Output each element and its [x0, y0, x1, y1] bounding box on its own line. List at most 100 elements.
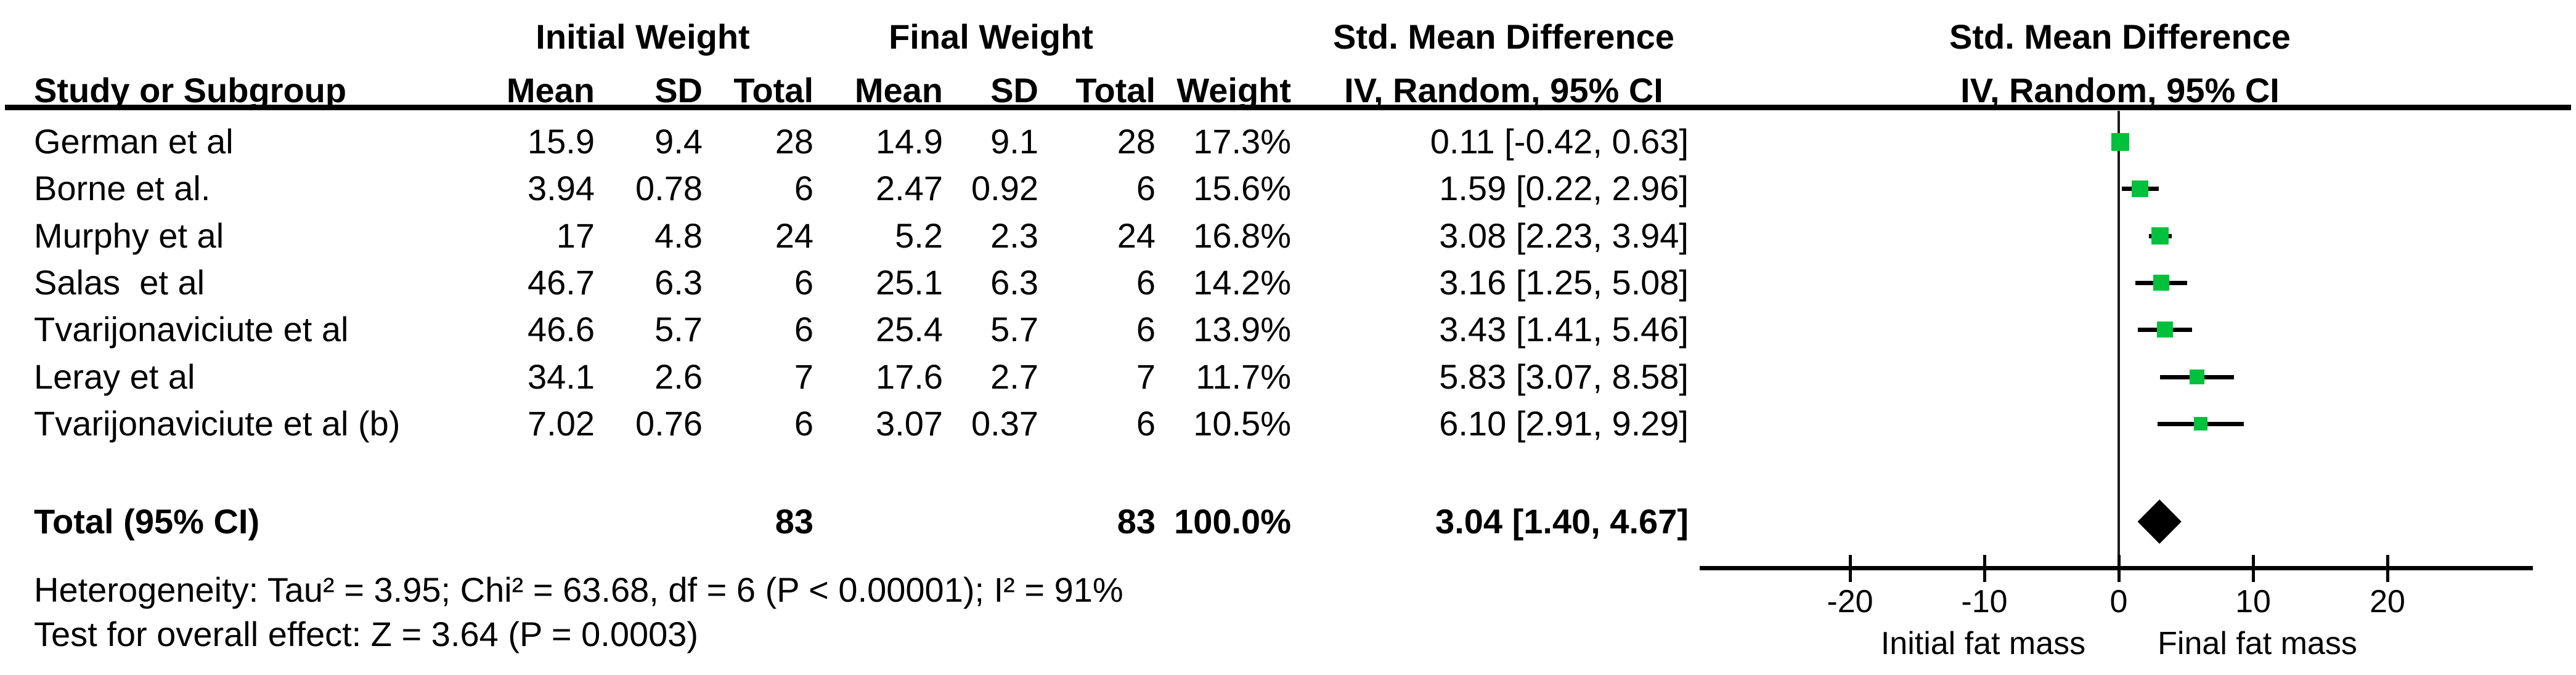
study-row: Tvarijonaviciute et al (b) 7.02 0.76 6 3… — [0, 402, 2576, 445]
final-total-column-header: Total — [1075, 71, 1156, 110]
smd-ci-value: 3.16 [1.25, 5.08] — [1439, 263, 1689, 302]
axis-label-right: Final fat mass — [2158, 626, 2357, 661]
final-sd-value: 5.7 — [990, 310, 1038, 349]
final-mean-value: 5.2 — [895, 216, 943, 255]
final-total-value: 24 — [1117, 216, 1156, 255]
final-mean-value: 14.9 — [876, 122, 943, 161]
initial-sd-column-header: SD — [654, 71, 703, 110]
study-name: Salas et al — [34, 263, 205, 302]
initial-mean-value: 46.6 — [528, 310, 595, 349]
header-divider-line — [5, 105, 2571, 110]
effect-square — [2193, 417, 2207, 430]
initial-mean-value: 34.1 — [528, 357, 595, 396]
initial-total-value: 6 — [794, 169, 813, 208]
final-total-value: 7 — [1136, 357, 1156, 396]
heterogeneity-stats: Heterogeneity: Tau² = 3.95; Chi² = 63.68… — [34, 570, 1123, 609]
axis-tick-label: -10 — [1961, 584, 2008, 620]
initial-total-value: 6 — [794, 404, 813, 443]
weight-value: 11.7% — [1196, 357, 1291, 396]
final-total-value: 28 — [1117, 122, 1156, 161]
summary-diamond — [2137, 499, 2182, 544]
weight-value: 13.9% — [1193, 310, 1291, 349]
effect-square — [2190, 370, 2205, 384]
final-total-value: 6 — [1136, 404, 1156, 443]
weight-value: 10.5% — [1193, 404, 1291, 443]
axis-tick-label: 0 — [2109, 584, 2128, 620]
initial-mean-value: 46.7 — [528, 263, 595, 302]
final-sd-value: 0.92 — [971, 169, 1038, 208]
smd-ci-value: 3.43 [1.41, 5.46] — [1439, 310, 1689, 349]
final-sd-value: 2.3 — [990, 216, 1038, 255]
initial-sd-value: 4.8 — [654, 216, 703, 255]
final-sd-value: 6.3 — [990, 263, 1038, 302]
weight-value: 16.8% — [1193, 216, 1291, 255]
overall-effect-test: Test for overall effect: Z = 3.64 (P = 0… — [34, 615, 699, 653]
axis-tick — [1849, 555, 1852, 582]
study-row: Salas et al 46.7 6.3 6 25.1 6.3 6 14.2% … — [0, 261, 2576, 304]
smd-table-column-header: Std. Mean Difference — [1333, 17, 1674, 56]
final-mean-value: 3.07 — [876, 404, 943, 443]
initial-total-value: 24 — [775, 216, 813, 255]
smd-ci-value: 1.59 [0.22, 2.96] — [1439, 169, 1689, 208]
study-name: Murphy et al — [34, 216, 224, 255]
effect-square — [2132, 180, 2149, 197]
initial-total-value: 28 — [775, 122, 813, 161]
initial-mean-value: 7.02 — [528, 404, 595, 443]
weight-value: 17.3% — [1193, 122, 1291, 161]
initial-sd-value: 2.6 — [654, 357, 703, 396]
x-axis-line — [1700, 566, 2533, 570]
smd-plot-column-header: Std. Mean Difference — [1949, 17, 2291, 56]
weight-column-header: Weight — [1176, 71, 1291, 110]
total-final-total: 83 — [1117, 502, 1156, 541]
final-total-value: 6 — [1136, 263, 1156, 302]
effect-square — [2156, 321, 2173, 338]
final-total-value: 6 — [1136, 169, 1156, 208]
study-row: Tvarijonaviciute et al 46.6 5.7 6 25.4 5… — [0, 308, 2576, 351]
smd-ci-value: 0.11 [-0.42, 0.63] — [1430, 122, 1689, 161]
study-row: Murphy et al 17 4.8 24 5.2 2.3 24 16.8% … — [0, 214, 2576, 257]
weight-value: 14.2% — [1193, 263, 1291, 302]
initial-mean-value: 15.9 — [528, 122, 595, 161]
final-sd-value: 0.37 — [971, 404, 1038, 443]
total-row-label: Total (95% CI) — [34, 502, 260, 541]
study-name: Borne et al. — [34, 169, 211, 208]
final-sd-value: 2.7 — [990, 357, 1038, 396]
final-mean-value: 25.1 — [876, 263, 943, 302]
final-mean-value: 2.47 — [876, 169, 943, 208]
axis-tick — [1983, 555, 1986, 582]
axis-label-left: Initial fat mass — [1880, 626, 2086, 661]
initial-sd-value: 0.76 — [635, 404, 703, 443]
initial-total-value: 6 — [794, 263, 813, 302]
weight-value: 15.6% — [1193, 169, 1291, 208]
axis-tick — [2117, 555, 2121, 582]
axis-tick — [2252, 555, 2255, 582]
final-mean-value: 25.4 — [876, 310, 943, 349]
iv-random-plot-header: IV, Random, 95% CI — [1960, 71, 2280, 110]
study-name: Tvarijonaviciute et al — [34, 310, 349, 349]
final-sd-value: 9.1 — [990, 122, 1038, 161]
smd-ci-value: 5.83 [3.07, 8.58] — [1439, 357, 1689, 396]
initial-mean-column-header: Mean — [506, 71, 595, 110]
initial-mean-value: 3.94 — [528, 169, 595, 208]
iv-random-table-header: IV, Random, 95% CI — [1344, 71, 1663, 110]
axis-tick — [2386, 555, 2389, 582]
initial-sd-value: 6.3 — [654, 263, 703, 302]
total-smd-ci: 3.04 [1.40, 4.67] — [1435, 502, 1689, 541]
axis-tick-label: -20 — [1827, 584, 1873, 620]
effect-square — [2153, 275, 2169, 291]
effect-square — [2111, 132, 2129, 151]
initial-sd-value: 0.78 — [635, 169, 703, 208]
total-initial-total: 83 — [775, 502, 813, 541]
initial-sd-value: 9.4 — [654, 122, 703, 161]
study-row: Borne et al. 3.94 0.78 6 2.47 0.92 6 15.… — [0, 167, 2576, 210]
initial-mean-value: 17 — [556, 216, 595, 255]
axis-tick-label: 10 — [2235, 584, 2271, 620]
initial-total-column-header: Total — [733, 71, 813, 110]
study-row: Leray et al 34.1 2.6 7 17.6 2.7 7 11.7% … — [0, 355, 2576, 398]
initial-sd-value: 5.7 — [654, 310, 703, 349]
study-column-header: Study or Subgroup — [34, 71, 347, 110]
final-mean-column-header: Mean — [854, 71, 943, 110]
study-name: German et al — [34, 122, 234, 161]
final-weight-group-header: Final Weight — [889, 17, 1093, 56]
